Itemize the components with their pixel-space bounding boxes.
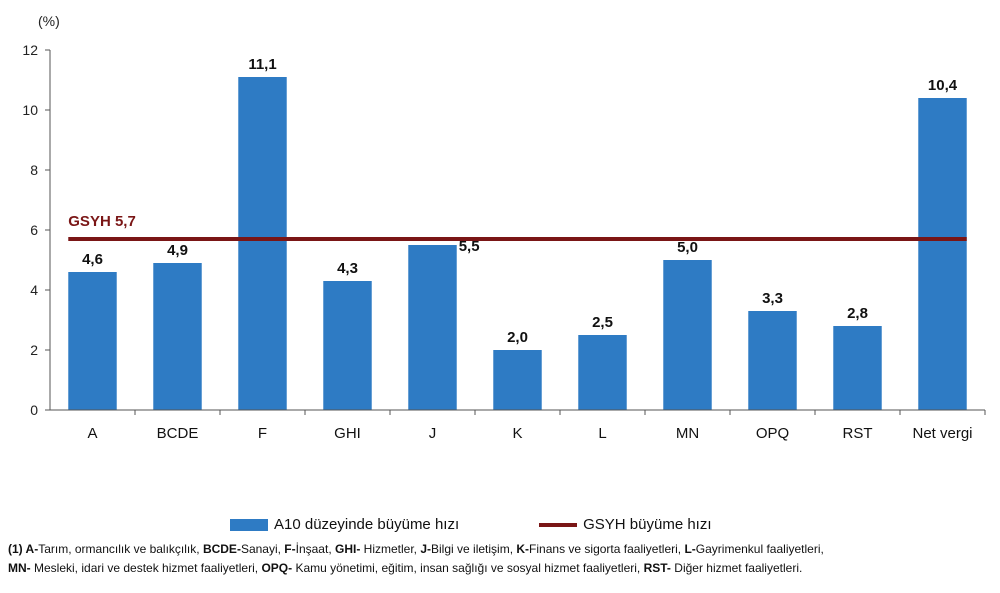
x-tick-label: F xyxy=(258,425,267,442)
footnote: (1) A-Tarım, ormancılık ve balıkçılık, B… xyxy=(8,540,998,578)
y-tick-label: 10 xyxy=(22,102,38,118)
footnote-code: J- xyxy=(420,542,432,556)
x-tick-label: RST xyxy=(843,425,873,442)
bar xyxy=(408,245,457,410)
legend: A10 düzeyinde büyüme hızı GSYH büyüme hı… xyxy=(230,516,792,533)
bar-data-label: 4,6 xyxy=(82,251,103,268)
bar-data-label: 11,1 xyxy=(248,56,276,73)
bar xyxy=(68,272,117,410)
x-tick-label: OPQ xyxy=(756,425,789,442)
bar xyxy=(238,77,287,410)
footnote-text: Hizmetler, xyxy=(360,542,421,556)
legend-item-line: GSYH büyüme hızı xyxy=(539,516,712,533)
x-tick-label: BCDE xyxy=(157,425,199,442)
legend-bar-label: A10 düzeyinde büyüme hızı xyxy=(274,516,460,533)
footnote-text: Diğer hizmet faaliyetleri. xyxy=(670,561,803,575)
footnote-text: Finans ve sigorta faaliyetleri, xyxy=(529,542,685,556)
y-tick-label: 8 xyxy=(30,162,38,178)
bar-data-label: 10,4 xyxy=(928,77,958,94)
bar-data-label: 3,3 xyxy=(762,290,783,307)
y-axis-unit-label: (%) xyxy=(38,13,60,29)
footnote-code: GHI- xyxy=(334,542,361,556)
bar xyxy=(833,326,882,410)
footnote-code: RST- xyxy=(643,561,671,575)
bar xyxy=(578,335,627,410)
footnote-text: Sanayi, xyxy=(240,542,285,556)
legend-bar-swatch xyxy=(230,518,268,531)
footnote-code: K- xyxy=(516,542,530,556)
bar xyxy=(918,98,967,410)
bar-data-label: 2,0 xyxy=(507,329,528,346)
footnote-line: MN- Mesleki, idari ve destek hizmet faal… xyxy=(8,559,998,578)
gsyh-reference-line: GSYH 5,7 xyxy=(68,213,967,241)
x-tick-label: J xyxy=(429,425,437,442)
bar-data-label: 2,5 xyxy=(592,314,613,331)
footnote-code: BCDE- xyxy=(202,542,241,556)
bar xyxy=(323,281,372,410)
bar-data-label: 5,0 xyxy=(677,239,698,256)
footnote-text: İnşaat, xyxy=(295,542,335,556)
y-tick-label: 4 xyxy=(30,282,38,298)
legend-item-bar: A10 düzeyinde büyüme hızı xyxy=(230,516,459,533)
legend-line-swatch xyxy=(539,522,578,527)
footnote-code: L- xyxy=(684,542,696,556)
x-tick-label: K xyxy=(512,425,522,442)
footnote-text: Kamu yönetimi, eğitim, insan sağlığı ve … xyxy=(292,561,644,575)
footnote-text: Mesleki, idari ve destek hizmet faaliyet… xyxy=(30,561,262,575)
footnote-code: OPQ- xyxy=(261,561,293,575)
gsyh-line-label: GSYH 5,7 xyxy=(68,213,136,230)
bar-data-label: 4,3 xyxy=(337,260,358,277)
bar xyxy=(493,350,542,410)
y-tick-label: 12 xyxy=(22,42,38,58)
y-tick-label: 6 xyxy=(30,222,38,238)
bar xyxy=(663,260,712,410)
x-tick-label: L xyxy=(598,425,606,442)
y-tick-label: 0 xyxy=(30,402,38,418)
bar-data-label: 4,9 xyxy=(167,242,188,259)
y-axis: 0 2 4 6 8 10 12 xyxy=(22,42,51,418)
y-tick-label: 2 xyxy=(30,342,38,358)
footnote-code: F- xyxy=(284,542,296,556)
bar xyxy=(153,263,202,410)
footnote-code: (1) A- xyxy=(8,542,39,556)
x-axis: A BCDE F GHI J K L MN OPQ RST Net vergi xyxy=(50,409,986,442)
bar-chart: (%) 0 2 4 6 8 10 12 4,6 4,9 11,1 4,3 5,5 2,0 2,5 5,0 3… xyxy=(22,13,986,442)
x-tick-label: MN xyxy=(676,425,699,442)
footnote-code: MN- xyxy=(8,561,31,575)
bar-series: 4,6 4,9 11,1 4,3 5,5 2,0 2,5 5,0 3,3 2,8 10,4 xyxy=(68,56,967,410)
legend-line-label: GSYH büyüme hızı xyxy=(583,516,712,533)
x-tick-label: A xyxy=(87,425,97,442)
footnote-line: (1) A-Tarım, ormancılık ve balıkçılık, B… xyxy=(8,540,998,559)
bar-data-label: 5,5 xyxy=(459,238,480,255)
footnote-text: Tarım, ormancılık ve balıkçılık, xyxy=(38,542,203,556)
bar-data-label: 2,8 xyxy=(847,305,868,322)
x-tick-label: Net vergi xyxy=(912,425,972,442)
footnote-text: Gayrimenkul faaliyetleri, xyxy=(695,542,824,556)
footnote-text: Bilgi ve iletişim, xyxy=(431,542,517,556)
x-tick-label: GHI xyxy=(334,425,361,442)
bar xyxy=(748,311,797,410)
